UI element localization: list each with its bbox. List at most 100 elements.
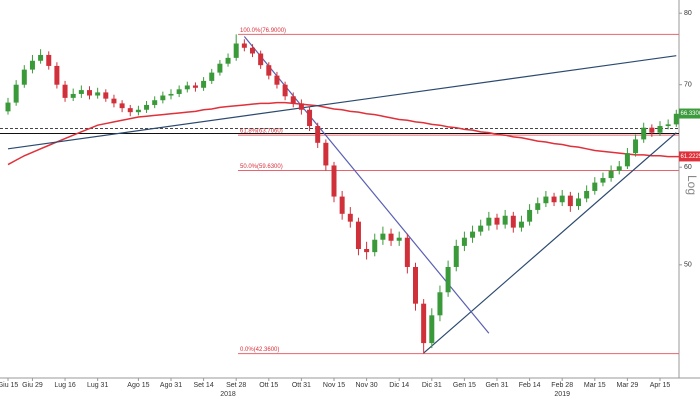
year-label: 2019 bbox=[554, 391, 570, 398]
candle-body bbox=[649, 127, 655, 133]
candle-body bbox=[70, 93, 76, 98]
candle-body bbox=[95, 92, 101, 96]
candle-body bbox=[665, 124, 671, 127]
candle-body bbox=[209, 72, 215, 81]
candle-body bbox=[13, 84, 19, 103]
candle-body bbox=[258, 53, 264, 66]
candle-body bbox=[144, 104, 150, 110]
candle-body bbox=[470, 231, 476, 238]
candle-body bbox=[388, 233, 394, 241]
fib-label: 0.0%(42.3600) bbox=[240, 347, 279, 353]
candle-body bbox=[38, 54, 44, 61]
candle-body bbox=[502, 215, 508, 225]
fib-label: 50.0%(59.6300) bbox=[240, 164, 283, 170]
x-tick-label: Feb 28 bbox=[551, 382, 573, 389]
candle-body bbox=[176, 89, 182, 94]
x-tick-label: Apr 15 bbox=[650, 382, 671, 389]
candle-body bbox=[380, 233, 386, 240]
candle-body bbox=[5, 102, 11, 112]
y-tick-label: 50 bbox=[684, 262, 692, 269]
candle-body bbox=[413, 266, 418, 304]
candle-body bbox=[600, 178, 606, 183]
candle-body bbox=[282, 84, 288, 97]
trend-line bbox=[7, 55, 677, 150]
candle-body bbox=[21, 69, 27, 85]
x-tick-label: Gen 15 bbox=[453, 382, 476, 389]
candle-body bbox=[331, 165, 337, 197]
candle-body bbox=[657, 126, 663, 133]
candle-body bbox=[62, 84, 68, 98]
candle-body bbox=[510, 215, 516, 228]
candle-body bbox=[241, 43, 247, 48]
candle-body bbox=[404, 237, 410, 267]
candle-body bbox=[445, 266, 451, 293]
x-tick-label: Giu 29 bbox=[22, 382, 43, 389]
candle-body bbox=[421, 303, 427, 344]
candle-body bbox=[535, 203, 541, 210]
candle-body bbox=[453, 245, 459, 267]
candle-body bbox=[250, 47, 255, 54]
candle-body bbox=[559, 195, 565, 203]
x-tick-label: Ott 15 bbox=[259, 382, 278, 389]
x-tick-label: Dic 14 bbox=[389, 382, 409, 389]
candle-body bbox=[192, 85, 198, 88]
candle-body bbox=[127, 108, 133, 113]
price-tag bbox=[679, 151, 700, 162]
x-tick-label: Lug 16 bbox=[54, 382, 76, 389]
candle-body bbox=[152, 100, 158, 105]
candle-body bbox=[624, 153, 630, 167]
candle-body bbox=[315, 126, 321, 143]
candle-body bbox=[274, 75, 280, 85]
candle-body bbox=[201, 80, 207, 88]
candle-body bbox=[168, 93, 174, 96]
price-tag-label: 61.2225 bbox=[681, 154, 700, 160]
moving-average bbox=[7, 101, 685, 166]
candle-body bbox=[543, 196, 549, 204]
candle-body bbox=[633, 139, 639, 154]
y-tick-label: 70 bbox=[684, 82, 692, 89]
candle-body bbox=[29, 60, 35, 70]
candle-body bbox=[551, 196, 557, 203]
candle-body bbox=[527, 209, 533, 222]
candle-body bbox=[461, 237, 467, 246]
x-tick-label: Dic 31 bbox=[422, 382, 442, 389]
candle-body bbox=[290, 96, 296, 104]
x-tick-label: Nov 15 bbox=[323, 382, 345, 389]
candle-body bbox=[494, 217, 500, 225]
candle-body bbox=[119, 103, 125, 109]
candle-body bbox=[266, 65, 272, 76]
candle-body bbox=[592, 182, 598, 191]
candle-body bbox=[233, 43, 239, 58]
candle-body bbox=[225, 57, 231, 64]
candle-body bbox=[437, 292, 443, 316]
year-label: 2018 bbox=[220, 391, 236, 398]
candle-body bbox=[347, 213, 353, 222]
candle-body bbox=[298, 103, 304, 110]
candle-body bbox=[46, 54, 52, 66]
candle-body bbox=[339, 196, 345, 214]
candle-body bbox=[567, 195, 573, 207]
candle-body bbox=[217, 63, 223, 73]
candle-body bbox=[160, 95, 166, 101]
candle-body bbox=[54, 65, 60, 85]
candle-body bbox=[518, 221, 524, 228]
price-tag bbox=[679, 108, 700, 119]
x-tick-label: Mar 29 bbox=[617, 382, 639, 389]
candle-body bbox=[78, 90, 84, 94]
x-tick-label: Set 14 bbox=[193, 382, 213, 389]
y-tick-label: 60 bbox=[684, 164, 692, 171]
fib-label: 100.0%(76.9000) bbox=[240, 28, 286, 34]
candle-body bbox=[616, 166, 622, 171]
candle-body bbox=[429, 315, 435, 344]
x-tick-label: Giu 15 bbox=[0, 382, 18, 389]
candle-body bbox=[608, 170, 614, 179]
candle-body bbox=[486, 217, 492, 226]
x-tick-label: Mar 15 bbox=[584, 382, 606, 389]
candle-body bbox=[364, 249, 370, 253]
candle-body bbox=[641, 127, 647, 140]
fib-label: 61.8%(63.7060) bbox=[240, 129, 283, 135]
candle-body bbox=[103, 92, 109, 99]
y-tick-label: 80 bbox=[684, 10, 692, 17]
